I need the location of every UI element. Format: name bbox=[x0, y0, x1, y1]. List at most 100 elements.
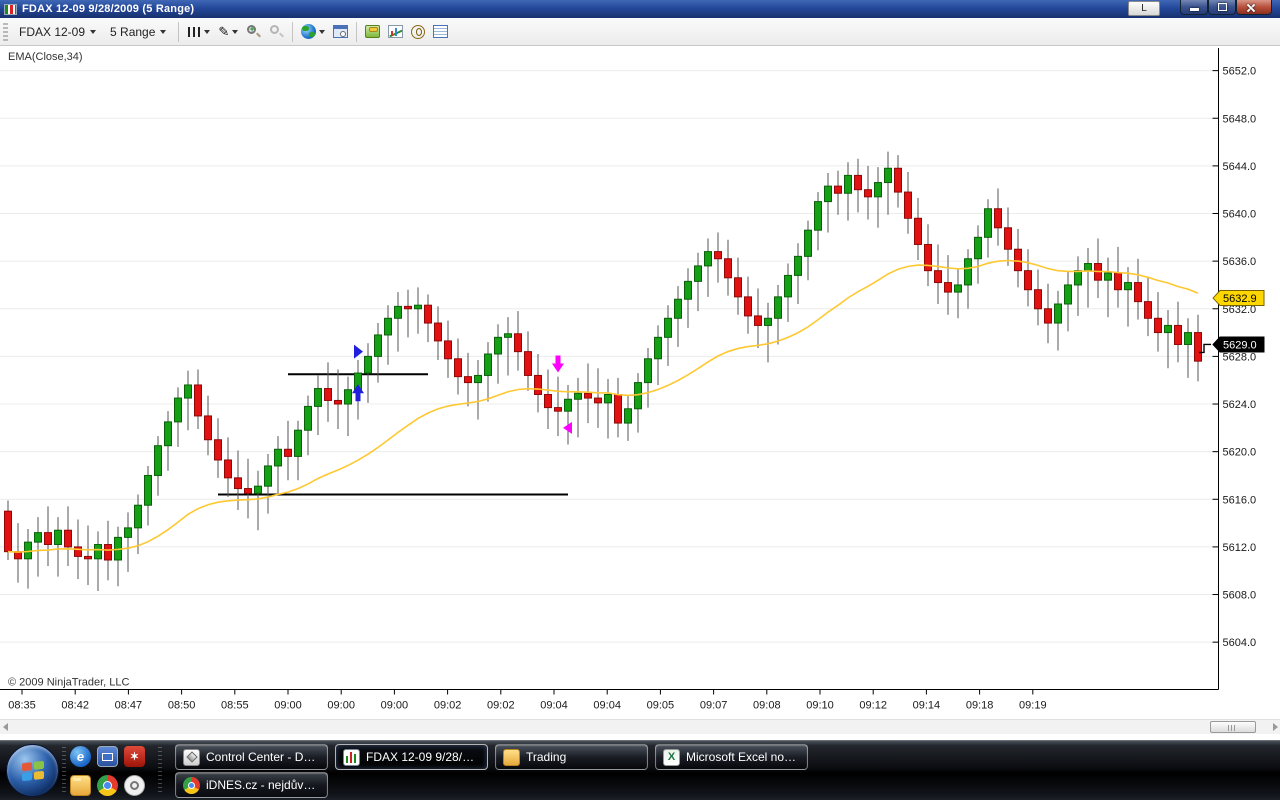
taskbar-buttons-row1: Control Center - Def... FDAX 12-09 9/28/2… bbox=[175, 744, 808, 770]
data-series-button[interactable] bbox=[297, 21, 329, 42]
mini-chart-button[interactable] bbox=[384, 22, 407, 41]
taskbar-grip bbox=[158, 747, 162, 795]
y-axis-label: 5624.0 bbox=[1223, 399, 1257, 411]
y-axis-label: 5616.0 bbox=[1223, 494, 1257, 506]
taskbar-button[interactable]: X Microsoft Excel non... bbox=[655, 744, 808, 770]
toolbar-grip[interactable] bbox=[3, 22, 8, 41]
bar-style-icon bbox=[187, 24, 202, 39]
folder-icon[interactable] bbox=[70, 775, 91, 796]
price-tag-label: 5632.9 bbox=[1223, 293, 1257, 305]
account-data-button[interactable] bbox=[407, 22, 429, 42]
instrument-dropdown[interactable]: FDAX 12-09 bbox=[13, 22, 104, 42]
taskbar-button-label: Trading bbox=[526, 750, 567, 764]
taskbar-grip bbox=[62, 747, 66, 795]
taskbar-button-label: FDAX 12-09 9/28/20... bbox=[366, 750, 480, 764]
start-button[interactable] bbox=[6, 744, 59, 797]
x-axis-label: 09:07 bbox=[700, 700, 728, 712]
window-title: FDAX 12-09 9/28/2009 (5 Range) bbox=[22, 3, 195, 15]
x-axis-label: 09:10 bbox=[806, 700, 834, 712]
chrome-icon bbox=[183, 776, 200, 794]
zoom-out-button[interactable] bbox=[265, 21, 288, 42]
restore-button[interactable] bbox=[1208, 0, 1236, 15]
y-axis-label: 5652.0 bbox=[1223, 66, 1257, 78]
money-icon bbox=[365, 25, 381, 38]
toolbar-separator bbox=[178, 21, 180, 42]
zoom-in-button[interactable]: + bbox=[242, 21, 265, 42]
chevron-down-icon bbox=[160, 29, 167, 34]
taskbar-button[interactable]: Control Center - Def... bbox=[175, 744, 328, 770]
taskbar-button[interactable]: FDAX 12-09 9/28/20... bbox=[335, 744, 488, 770]
x-axis-label: 09:02 bbox=[487, 700, 515, 712]
x-axis-label: 09:08 bbox=[753, 700, 781, 712]
indicator-label: EMA(Close,34) bbox=[8, 51, 83, 63]
globe-icon bbox=[301, 24, 317, 39]
ninjatrader-diamond-icon bbox=[183, 748, 200, 766]
x-axis-label: 09:14 bbox=[913, 700, 941, 712]
instrument-label: FDAX 12-09 bbox=[19, 24, 86, 39]
interval-dropdown[interactable]: 5 Range bbox=[104, 22, 174, 42]
y-axis-label: 5640.0 bbox=[1223, 209, 1257, 221]
taskbar-button[interactable]: Trading bbox=[495, 744, 648, 770]
y-axis-label: 5644.0 bbox=[1223, 161, 1257, 173]
interval-label: 5 Range bbox=[110, 24, 156, 39]
window-switcher-icon[interactable] bbox=[97, 746, 118, 767]
ninja-red-icon[interactable]: ✶ bbox=[124, 746, 145, 767]
folder-icon bbox=[503, 748, 520, 766]
x-axis-label: 09:00 bbox=[381, 700, 409, 712]
scroll-right-arrow[interactable] bbox=[1273, 723, 1278, 731]
y-axis-label: 5628.0 bbox=[1223, 351, 1257, 363]
mini-chart-icon bbox=[388, 25, 404, 38]
x-axis-label: 08:35 bbox=[8, 700, 36, 712]
chart-hscrollbar[interactable] bbox=[0, 719, 1280, 734]
internet-explorer-icon[interactable]: e bbox=[70, 746, 91, 767]
chevron-down-icon bbox=[232, 29, 239, 34]
zoom-in-icon: + bbox=[246, 24, 262, 39]
y-axis-label: 5608.0 bbox=[1223, 590, 1257, 602]
drawing-tools-button[interactable]: ✎ bbox=[214, 22, 242, 42]
excel-icon: X bbox=[663, 748, 680, 766]
toolbar-separator bbox=[292, 21, 294, 42]
window-titlebar[interactable]: FDAX 12-09 9/28/2009 (5 Range) L bbox=[0, 0, 1280, 18]
scroll-left-arrow[interactable] bbox=[3, 723, 8, 731]
scroll-thumb[interactable] bbox=[1210, 721, 1256, 733]
x-axis-label: 09:18 bbox=[966, 700, 994, 712]
taskbar-button-label: iDNES.cz - nejdůvěr... bbox=[206, 778, 320, 792]
chevron-down-icon bbox=[319, 29, 326, 34]
chart-properties-button[interactable] bbox=[329, 22, 352, 41]
chrome-icon[interactable] bbox=[97, 775, 118, 796]
data-grid-button[interactable] bbox=[429, 22, 452, 41]
taskbar-button-label: Control Center - Def... bbox=[206, 750, 320, 764]
grid-icon bbox=[433, 25, 449, 38]
y-axis-label: 5632.0 bbox=[1223, 304, 1257, 316]
chevron-down-icon bbox=[90, 29, 97, 34]
taskbar-button-label: Microsoft Excel non... bbox=[686, 750, 800, 764]
candlestick-chart[interactable]: 5652.0 5648.0 5644.0 5640.0 5636.0 5632.0 5628… bbox=[0, 46, 1280, 719]
language-button[interactable]: L bbox=[1128, 1, 1160, 16]
x-axis-label: 08:42 bbox=[61, 700, 89, 712]
x-axis-label: 09:04 bbox=[593, 700, 621, 712]
x-axis-label: 09:04 bbox=[540, 700, 568, 712]
x-axis-label: 09:00 bbox=[274, 700, 302, 712]
chart-toolbar: FDAX 12-09 5 Range ✎ + bbox=[0, 18, 1280, 46]
x-axis-label: 09:19 bbox=[1019, 700, 1047, 712]
taskbar-buttons-row2: iDNES.cz - nejdůvěr... bbox=[175, 772, 328, 798]
minimize-button[interactable] bbox=[1180, 0, 1208, 15]
close-button[interactable] bbox=[1236, 0, 1272, 15]
chart-icon bbox=[343, 748, 360, 766]
x-axis-label: 09:02 bbox=[434, 700, 462, 712]
y-axis-label: 5612.0 bbox=[1223, 542, 1257, 554]
coin-icon bbox=[411, 24, 426, 39]
chart-style-button[interactable] bbox=[183, 22, 214, 42]
chart-canvas[interactable]: 5652.0 5648.0 5644.0 5640.0 5636.0 5632.0 5628… bbox=[0, 46, 1280, 719]
taskbar: e ✶ Control Center - Def... FDAX 12-09 9/2… bbox=[0, 740, 1280, 800]
chart-trader-button[interactable] bbox=[361, 22, 384, 41]
app-chart-icon bbox=[4, 3, 17, 15]
windows-logo-icon bbox=[22, 760, 44, 781]
y-axis-label: 5636.0 bbox=[1223, 256, 1257, 268]
copyright-label: © 2009 NinjaTrader, LLC bbox=[8, 677, 129, 689]
taskbar-button[interactable]: iDNES.cz - nejdůvěr... bbox=[175, 772, 328, 798]
x-axis-label: 09:00 bbox=[327, 700, 355, 712]
y-axis-label: 5604.0 bbox=[1223, 637, 1257, 649]
media-center-icon[interactable] bbox=[124, 775, 145, 796]
